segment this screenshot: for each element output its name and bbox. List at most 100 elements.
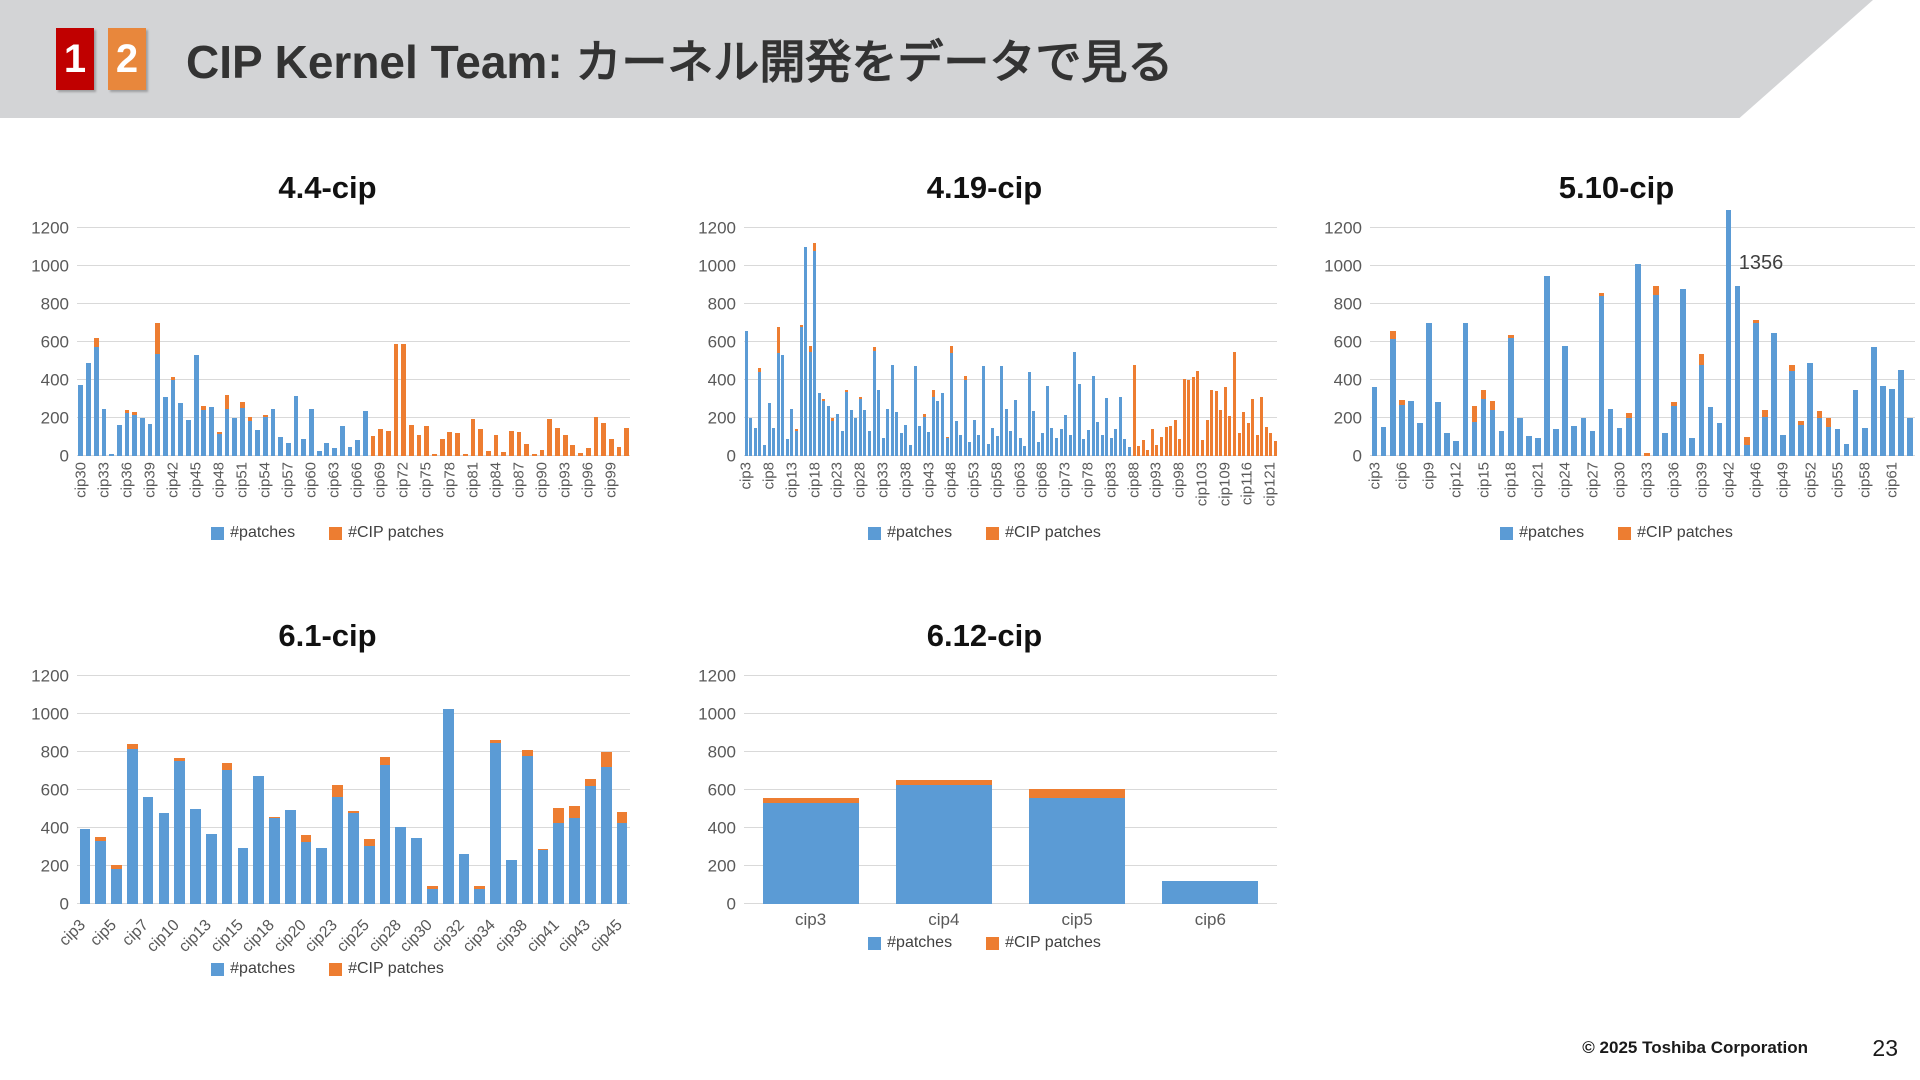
chart-4-19-cip: 4.19-cip 0 200 400 600 800 1000 1200 cip3 cip8 cip… [692,148,1278,542]
x-axis-label: cip18 [1502,462,1519,503]
cip-patches-bar [808,345,812,353]
patches-bar [913,365,917,456]
gridline [1370,303,1915,304]
cip-patches-bar [1141,439,1145,456]
bar-group [1733,228,1742,456]
x-axis-label: cip69 [372,462,389,503]
bar-group [872,228,877,456]
bar-group [488,676,504,904]
patches-bar [1653,294,1659,456]
bar-group [1264,228,1269,456]
cip-patches-bar [1137,445,1141,456]
gridline [744,265,1277,266]
cip-patches-bar [1191,377,1195,456]
bar-group [331,228,339,456]
cip-patches-bar [1251,399,1255,456]
x-axis-label: cip52 [1802,462,1819,503]
patches-bar [1861,427,1868,456]
gridline [77,675,630,676]
bar-group [831,228,836,456]
bar-group [238,228,246,456]
patches-bar [767,402,771,456]
bar-group [192,228,200,456]
cip-patches-bar [111,865,122,869]
patches-bar [1662,433,1668,456]
x-axis-label-text: cip75 [417,462,435,498]
cip-patches-bar [124,410,130,414]
bar-group [826,228,831,456]
y-axis-tick: 200 [707,856,736,876]
bar-group [1878,228,1887,456]
cip-patches-bar [478,429,483,456]
cip-patches-bar [424,425,430,456]
patches-bar [1380,426,1387,456]
cip-patches-bar [1598,292,1605,297]
patches-bar [1041,433,1045,456]
cip-patches-bar [1232,351,1236,456]
patches-bar [216,434,222,456]
patches-bar [799,326,803,456]
x-axis-label-text: cip58 [1856,462,1874,498]
x-axis-label: cip39 [141,462,158,503]
patches-bar [427,888,438,904]
gridline [744,227,1277,228]
x-axis-label-text: cip36 [118,462,136,498]
bar-group [285,228,293,456]
badge-2: 2 [108,28,146,90]
patches-bar [1716,422,1723,456]
x-axis-label-text: cip49 [1774,462,1792,498]
cip-patches-bar [616,446,622,456]
x-axis-label: cip78 [441,462,458,503]
bar-group [577,228,585,456]
bar-group [472,676,488,904]
patches-bar [348,812,359,904]
cip-patches-bar [1223,386,1227,456]
patches-bar [1671,405,1677,456]
plot-area: cip3 cip5 cip7 cip10 cip13 cip15 cip18 cip20 cip… [56,675,630,956]
patches-bar [116,424,122,456]
legend: #patches #CIP patches [1318,524,1915,542]
patches-bar [808,352,812,456]
bar-group [1273,228,1278,456]
patches-bar [1050,428,1054,456]
cip-patches-bar [247,417,253,421]
bars-container [744,676,1277,904]
bar-group [1068,228,1073,456]
bar-group [771,228,776,456]
bar-group [1624,228,1633,456]
patches-bar [79,828,91,904]
bar-group [877,676,1010,904]
patches-bar [1068,435,1072,456]
bar-group [863,228,868,456]
patches-bar [899,433,903,456]
y-axis-tick: 1000 [698,704,736,724]
chart-title: 5.10-cip [1558,170,1675,205]
patches-bar [1871,346,1877,456]
bar-group [124,676,140,904]
x-axis-label: cip33 [874,462,891,503]
x-axis-label-text: cip30 [1611,462,1629,498]
bar-group [744,676,877,904]
bar-group [1168,228,1173,456]
legend-item: #patches [211,524,295,542]
bar-group [251,676,267,904]
bar-group [1004,228,1009,456]
patches-bar [1009,431,1013,456]
bar-group [162,228,170,456]
y-axis-tick: 0 [726,446,736,466]
gridline [744,751,1277,752]
bar-group [592,228,600,456]
x-axis-label: cip88 [1125,462,1142,503]
chart-5-10-cip: 5.10-cip 0 200 400 600 800 1000 1200 cip3 cip6 cip… [1318,148,1915,542]
patches-bar [237,847,249,904]
bar-group [92,228,100,456]
x-axis-label: cip93 [1148,462,1165,503]
bar-group [1205,228,1210,456]
cip-patches-bar [1237,433,1241,456]
cip-patches-bar [822,399,826,401]
patches-bar [224,409,230,456]
x-axis-label-text: cip83 [1102,462,1120,498]
bar-group [200,228,208,456]
x-axis-label: cip42 [165,462,182,503]
bar-group [1860,228,1869,456]
